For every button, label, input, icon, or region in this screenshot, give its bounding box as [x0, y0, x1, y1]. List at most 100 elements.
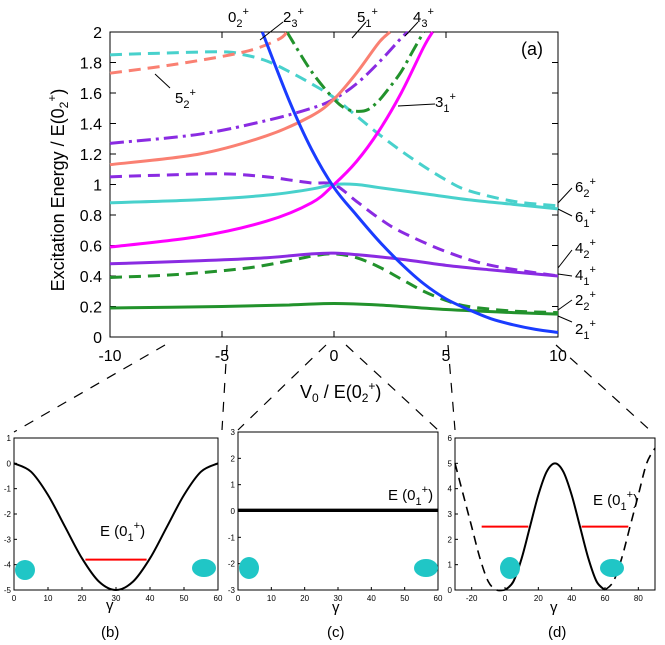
nucleus-shape-icon [192, 559, 216, 577]
inset-b-gamma: γ [106, 597, 114, 614]
inset-y-tick-label: 6 [448, 434, 453, 443]
x-tick-label: 0 [330, 348, 339, 365]
level-label: E (01+) [100, 520, 145, 544]
inset-y-tick-label: 1 [448, 561, 453, 570]
potential-curve-dashed [454, 463, 506, 592]
series-line-6-1-upper [109, 31, 434, 249]
inset-b-frame [13, 437, 219, 591]
inset-y-tick-label: -2 [4, 510, 12, 519]
leader-4-2 [557, 249, 573, 269]
leader-4-1 [557, 273, 573, 277]
inset-x-tick-label: 40 [367, 594, 376, 603]
series-line-0-2- [260, 31, 559, 334]
inset-x-tick-label: 20 [78, 594, 87, 603]
series-line-6-2- [109, 50, 559, 208]
series-line-3-1- [285, 31, 425, 113]
nucleus-shape-icon [15, 560, 35, 580]
series-line-5-2- [109, 30, 289, 75]
y-tick-label: 1.8 [80, 56, 102, 73]
label-2-1: 21+ [575, 318, 596, 342]
label-4-2: 42+ [575, 237, 596, 261]
inset-b-content: 0 10 20 30 40 50 60 -5 -4 -3 -2 -1 0 1 E (01+) [4, 434, 223, 603]
leader-2-1 [557, 315, 573, 323]
x-tick-label: -5 [215, 348, 229, 365]
label-leaders [154, 21, 573, 323]
inset-y-tick-label: 2 [448, 535, 453, 544]
inset-y-tick-label: -2 [228, 560, 236, 569]
y-tick-label: 0.6 [80, 239, 102, 256]
x-tick-label: -10 [98, 348, 121, 365]
inset-d-gamma: γ [550, 599, 558, 616]
inset-y-tick-label: 4 [448, 485, 453, 494]
leader-2-3 [259, 21, 284, 41]
inset-x-tick-label: 0 [236, 594, 241, 603]
inset-x-tick-label: 10 [44, 594, 53, 603]
projection-d-right [555, 344, 653, 433]
nucleus-shape-icon [600, 559, 624, 577]
inset-y-tick-label: -4 [4, 561, 12, 570]
inset-x-tick-label: 40 [567, 594, 576, 603]
nucleus-shape-icon [414, 559, 438, 577]
projection-d-left [447, 344, 456, 431]
label-4-3: 43+ [413, 6, 434, 30]
inset-x-tick-label: 50 [400, 594, 409, 603]
inset-c: 0 10 20 30 40 50 60 -3 -2 -1 0 1 2 3 E (01+) γ (c) [228, 428, 443, 641]
y-tick-label: 0 [93, 330, 102, 347]
y-tick-label: 1 [93, 178, 102, 195]
y-tick-label: 0.4 [80, 269, 102, 286]
main-ticks: -10 -5 0 5 10 0 0.2 0.4 0.6 0.8 1 1.2 1.4 1.6 1.8 2 [80, 25, 567, 365]
label-4-1: 41+ [575, 264, 596, 288]
series-line-6-1- [109, 182, 559, 211]
inset-x-tick-label: 80 [634, 594, 643, 603]
inset-y-tick-label: -5 [4, 586, 12, 595]
series-line-2-1- [109, 301, 559, 316]
y-tick-label: 0.2 [80, 300, 102, 317]
inset-y-tick-label: 0 [448, 586, 453, 595]
inset-d-content: -20 0 20 40 60 80 0 1 2 3 4 5 6 E (01+) [448, 434, 656, 603]
inset-x-tick-label: 10 [267, 594, 276, 603]
inset-x-tick-label: 60 [434, 594, 443, 603]
panel-label-a: (a) [521, 39, 543, 59]
inset-y-tick-label: 3 [448, 510, 453, 519]
caption-c: (c) [327, 624, 345, 641]
label-6-1: 61+ [575, 206, 596, 230]
caption-d: (d) [548, 624, 566, 641]
inset-y-tick-label: 1 [7, 434, 12, 443]
x-tick-label: 10 [549, 348, 567, 365]
inset-x-tick-label: -20 [466, 594, 478, 603]
leader-5-1 [351, 21, 367, 39]
label-3-1: 31+ [435, 91, 456, 115]
projection-lines [13, 344, 653, 433]
caption-b: (b) [101, 624, 119, 641]
level-label: E (01+) [593, 489, 638, 513]
inset-y-tick-label: 0 [231, 507, 236, 516]
leader-6-2 [557, 187, 573, 204]
nucleus-shape-icon [500, 557, 520, 579]
inset-y-tick-label: 1 [231, 481, 236, 490]
leader-2-2 [557, 299, 573, 311]
main-series [109, 30, 559, 334]
x-axis-label: V0 / E(02+) [300, 379, 381, 405]
projection-c-left [237, 344, 327, 431]
label-2-2: 22+ [575, 289, 596, 313]
inset-c-gamma: γ [332, 599, 340, 616]
inset-y-tick-label: 2 [231, 454, 236, 463]
inset-y-tick-label: -1 [4, 485, 12, 494]
projection-c-right [345, 344, 439, 431]
inset-c-content: 0 10 20 30 40 50 60 -3 -2 -1 0 1 2 3 E (01+) [228, 428, 443, 603]
level-label: E (01+) [388, 484, 433, 508]
series-line-5-1- [109, 30, 392, 167]
y-tick-label: 2 [93, 25, 102, 42]
leader-3-1 [397, 103, 436, 107]
inset-y-tick-label: -3 [4, 535, 12, 544]
inset-d-frame [454, 437, 656, 591]
x-tick-label: 5 [442, 348, 451, 365]
inset-y-tick-label: -3 [228, 586, 236, 595]
inset-x-tick-label: 60 [601, 594, 610, 603]
inset-y-tick-label: 0 [7, 459, 12, 468]
inset-d: -20 0 20 40 60 80 0 1 2 3 4 5 6 E (01+) γ (d) [448, 434, 656, 641]
projection-b-left [13, 344, 166, 433]
main-plot: -10 -5 0 5 10 0 0.2 0.4 0.6 0.8 1 1.2 1.4 1.6 1.8 2 (a)… [13, 6, 653, 433]
series-line-4-1- [109, 251, 559, 278]
